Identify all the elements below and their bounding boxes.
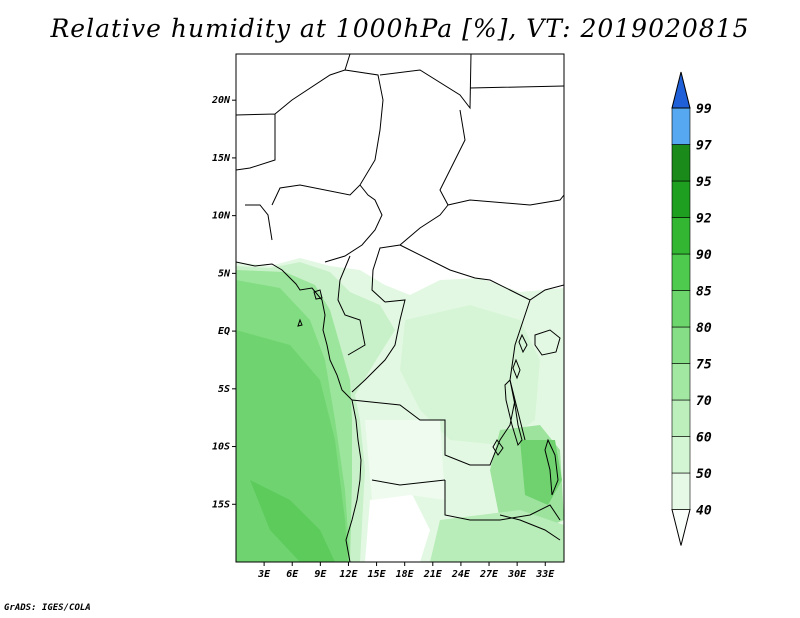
lat-tick-label: 5N xyxy=(218,268,231,279)
coastline xyxy=(236,261,362,562)
colorbar-box xyxy=(671,180,691,218)
lon-tick-label: 15E xyxy=(368,569,387,580)
map-title: Relative humidity at 1000hPa [%], VT: 20… xyxy=(50,14,750,43)
lon-tick-label: 21E xyxy=(423,569,443,580)
colorbar-label: 60 xyxy=(696,431,712,446)
lake-victoria xyxy=(534,329,561,356)
borders xyxy=(236,54,564,562)
colorbar-max-triangle xyxy=(671,71,691,109)
colorbar-box xyxy=(671,472,691,510)
colorbar-label: 70 xyxy=(696,394,712,409)
lon-tick-label: 6E xyxy=(286,569,299,580)
colorbar-label: 97 xyxy=(696,139,712,154)
lon-tick-label: 24E xyxy=(451,569,471,580)
lat-tick-label: 10N xyxy=(212,211,231,222)
colorbar-box xyxy=(671,253,691,291)
colorbar-label: 95 xyxy=(696,175,712,190)
credit-label: GrADS: IGES/COLA xyxy=(4,603,91,613)
rh-region-dry xyxy=(365,490,430,562)
lat-tick-label: 5S xyxy=(218,384,230,395)
lon-tick-label: 18E xyxy=(396,569,415,580)
colorbar: 40 50 60 70 75 80 85 90 92 95 97 99 xyxy=(671,71,712,546)
lake-kivu xyxy=(512,358,521,380)
colorbar-box xyxy=(671,436,691,474)
longitude-axis: 3E 6E 9E 12E 15E 18E 21E 24E 27E 30E 33E xyxy=(257,562,555,580)
lon-tick-label: 3E xyxy=(257,569,271,580)
colorbar-box xyxy=(671,144,691,182)
colorbar-label: 80 xyxy=(696,321,712,336)
lake-mweru xyxy=(492,439,504,456)
colorbar-label: 75 xyxy=(696,358,712,373)
lat-tick-label: EQ xyxy=(218,326,230,337)
colorbar-label: 90 xyxy=(696,248,712,263)
latitude-axis: 20N 15N 10N 5N EQ 5S 10S 15S xyxy=(211,95,236,510)
lon-tick-label: 12E xyxy=(339,569,358,580)
colorbar-label: 50 xyxy=(696,467,712,482)
lake-tanganyika xyxy=(504,378,523,447)
colorbar-label: 85 xyxy=(696,285,712,300)
colorbar-box xyxy=(671,399,691,437)
colorbar-label: 92 xyxy=(696,212,712,227)
rh-region-congo-60 xyxy=(400,305,540,445)
lon-tick-label: 30E xyxy=(507,569,527,580)
colorbar-box xyxy=(671,217,691,255)
colorbar-box xyxy=(671,363,691,401)
colorbar-box xyxy=(671,326,691,364)
lon-tick-label: 9E xyxy=(314,569,327,580)
colorbar-box xyxy=(671,290,691,328)
lon-tick-label: 33E xyxy=(535,569,555,580)
rh-region-90 xyxy=(250,480,335,562)
colorbar-label: 40 xyxy=(696,504,712,519)
border-lines xyxy=(236,54,564,541)
lat-tick-label: 10S xyxy=(212,442,230,453)
lat-tick-label: 20N xyxy=(211,95,231,106)
rh-region-se xyxy=(430,510,564,562)
colorbar-box xyxy=(671,107,691,145)
lake-malawi xyxy=(544,438,559,496)
lake-albert xyxy=(518,333,528,354)
colorbar-min-triangle xyxy=(671,509,691,546)
rh-region-angola xyxy=(365,420,445,500)
colorbar-label: 99 xyxy=(696,102,712,117)
humidity-field xyxy=(236,54,564,562)
lat-tick-label: 15S xyxy=(212,499,230,510)
coast-islands xyxy=(297,289,323,327)
lat-tick-label: 15N xyxy=(212,153,231,164)
plot-frame xyxy=(235,53,565,563)
lon-tick-label: 27E xyxy=(479,569,499,580)
